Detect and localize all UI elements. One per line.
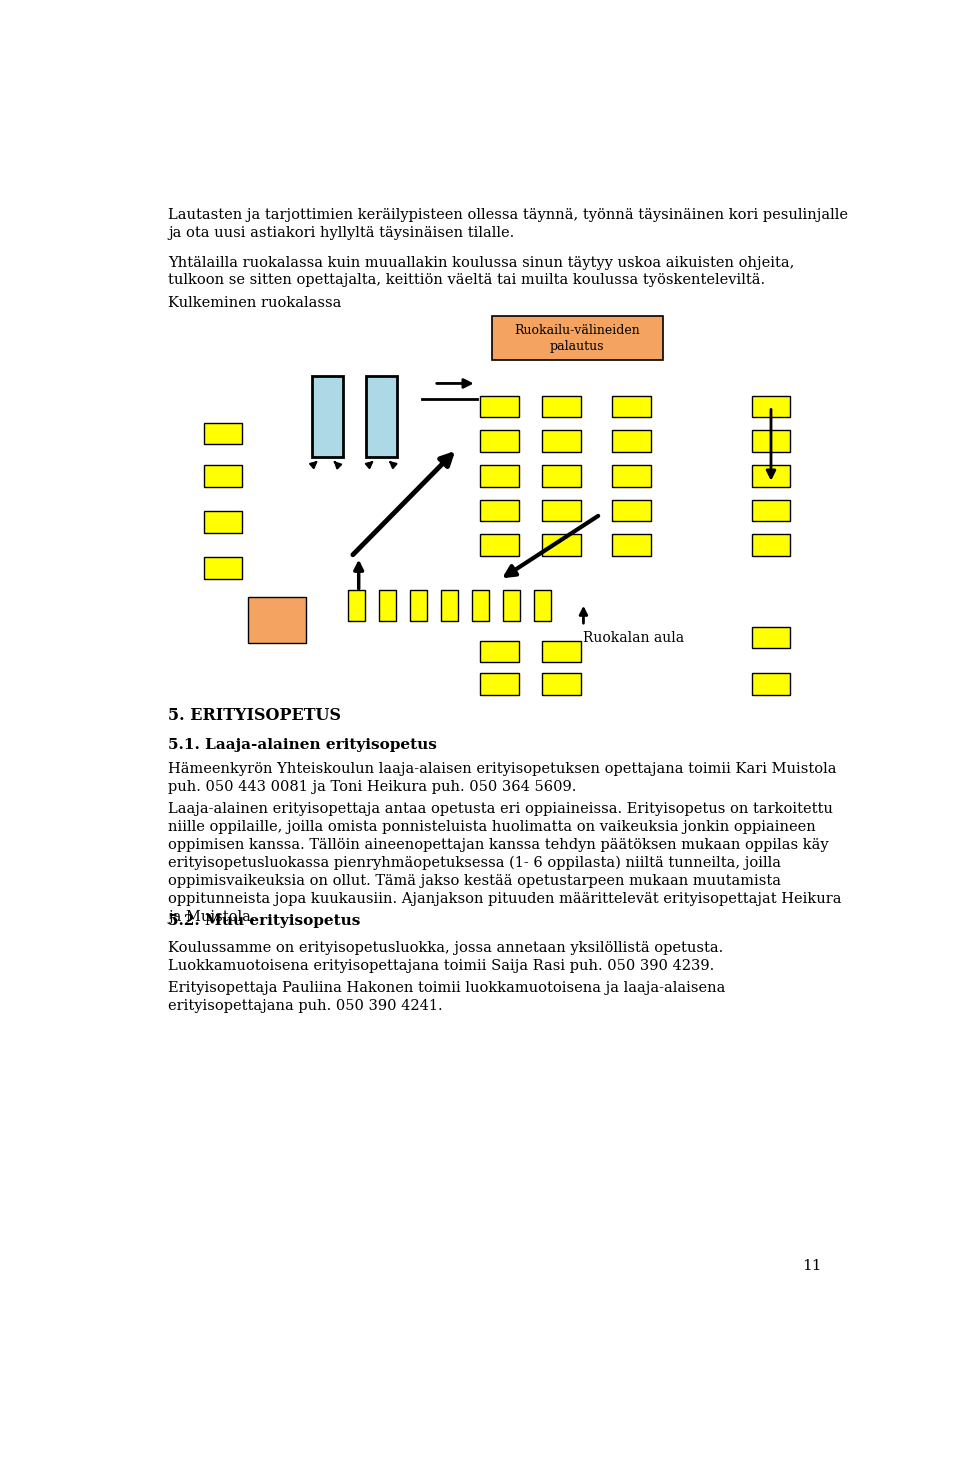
Bar [480, 430, 519, 452]
Bar [534, 590, 551, 620]
Text: Yhtälailla ruokalassa kuin muuallakin koulussa sinun täytyy uskoa aikuisten ohje: Yhtälailla ruokalassa kuin muuallakin ko… [168, 256, 795, 288]
Bar [542, 430, 581, 452]
Bar [204, 465, 243, 487]
Bar [752, 534, 790, 556]
Text: Erityisopettaja Pauliina Hakonen toimii luokkamuotoisena ja laaja-alaisena
erity: Erityisopettaja Pauliina Hakonen toimii … [168, 982, 726, 1012]
Bar [612, 396, 651, 417]
Bar [441, 590, 458, 620]
Text: 5. ERITYISOPETUS: 5. ERITYISOPETUS [168, 707, 341, 724]
Bar [542, 500, 581, 521]
Bar [312, 376, 344, 456]
Bar [379, 590, 396, 620]
Bar [542, 465, 581, 487]
Text: 5.1. Laaja-alainen erityisopetus: 5.1. Laaja-alainen erityisopetus [168, 737, 437, 752]
Text: 5.2. Muu erityisopetus: 5.2. Muu erityisopetus [168, 914, 360, 928]
Text: Ruokalan aula: Ruokalan aula [584, 631, 684, 645]
Bar [480, 673, 519, 695]
Bar [410, 590, 427, 620]
Text: Koulussamme on erityisopetusluokka, jossa annetaan yksilöllistä opetusta.
Luokka: Koulussamme on erityisopetusluokka, joss… [168, 941, 723, 973]
Bar [472, 590, 489, 620]
Bar [480, 465, 519, 487]
Bar [480, 500, 519, 521]
Bar [752, 673, 790, 695]
Bar [612, 430, 651, 452]
Bar [612, 465, 651, 487]
Bar [752, 396, 790, 417]
Text: Kulkeminen ruokalassa: Kulkeminen ruokalassa [168, 297, 342, 310]
Bar [248, 597, 306, 642]
Text: Ruokailu-välineiden
palautus: Ruokailu-välineiden palautus [515, 323, 640, 353]
Bar [492, 316, 662, 360]
Bar [348, 590, 365, 620]
Bar [204, 423, 243, 445]
Bar [480, 641, 519, 663]
Text: 11: 11 [802, 1258, 822, 1273]
Bar [204, 557, 243, 579]
Bar [752, 430, 790, 452]
Bar [480, 534, 519, 556]
Bar [542, 534, 581, 556]
Bar [480, 396, 519, 417]
Bar [204, 511, 243, 533]
Bar [612, 500, 651, 521]
Text: Laaja-alainen erityisopettaja antaa opetusta eri oppiaineissa. Erityisopetus on : Laaja-alainen erityisopettaja antaa opet… [168, 802, 842, 925]
Text: Hämeenkyrön Yhteiskoulun laaja-alaisen erityisopetuksen opettajana toimii Kari M: Hämeenkyrön Yhteiskoulun laaja-alaisen e… [168, 762, 836, 794]
Bar [752, 626, 790, 648]
Bar [542, 396, 581, 417]
Bar [612, 534, 651, 556]
Bar [752, 500, 790, 521]
Bar [367, 376, 397, 456]
Bar [542, 673, 581, 695]
Text: Lautasten ja tarjottimien keräilypisteen ollessa täynnä, työnnä täysinäinen kori: Lautasten ja tarjottimien keräilypisteen… [168, 208, 848, 240]
Bar [542, 641, 581, 663]
Bar [752, 465, 790, 487]
Bar [503, 590, 520, 620]
